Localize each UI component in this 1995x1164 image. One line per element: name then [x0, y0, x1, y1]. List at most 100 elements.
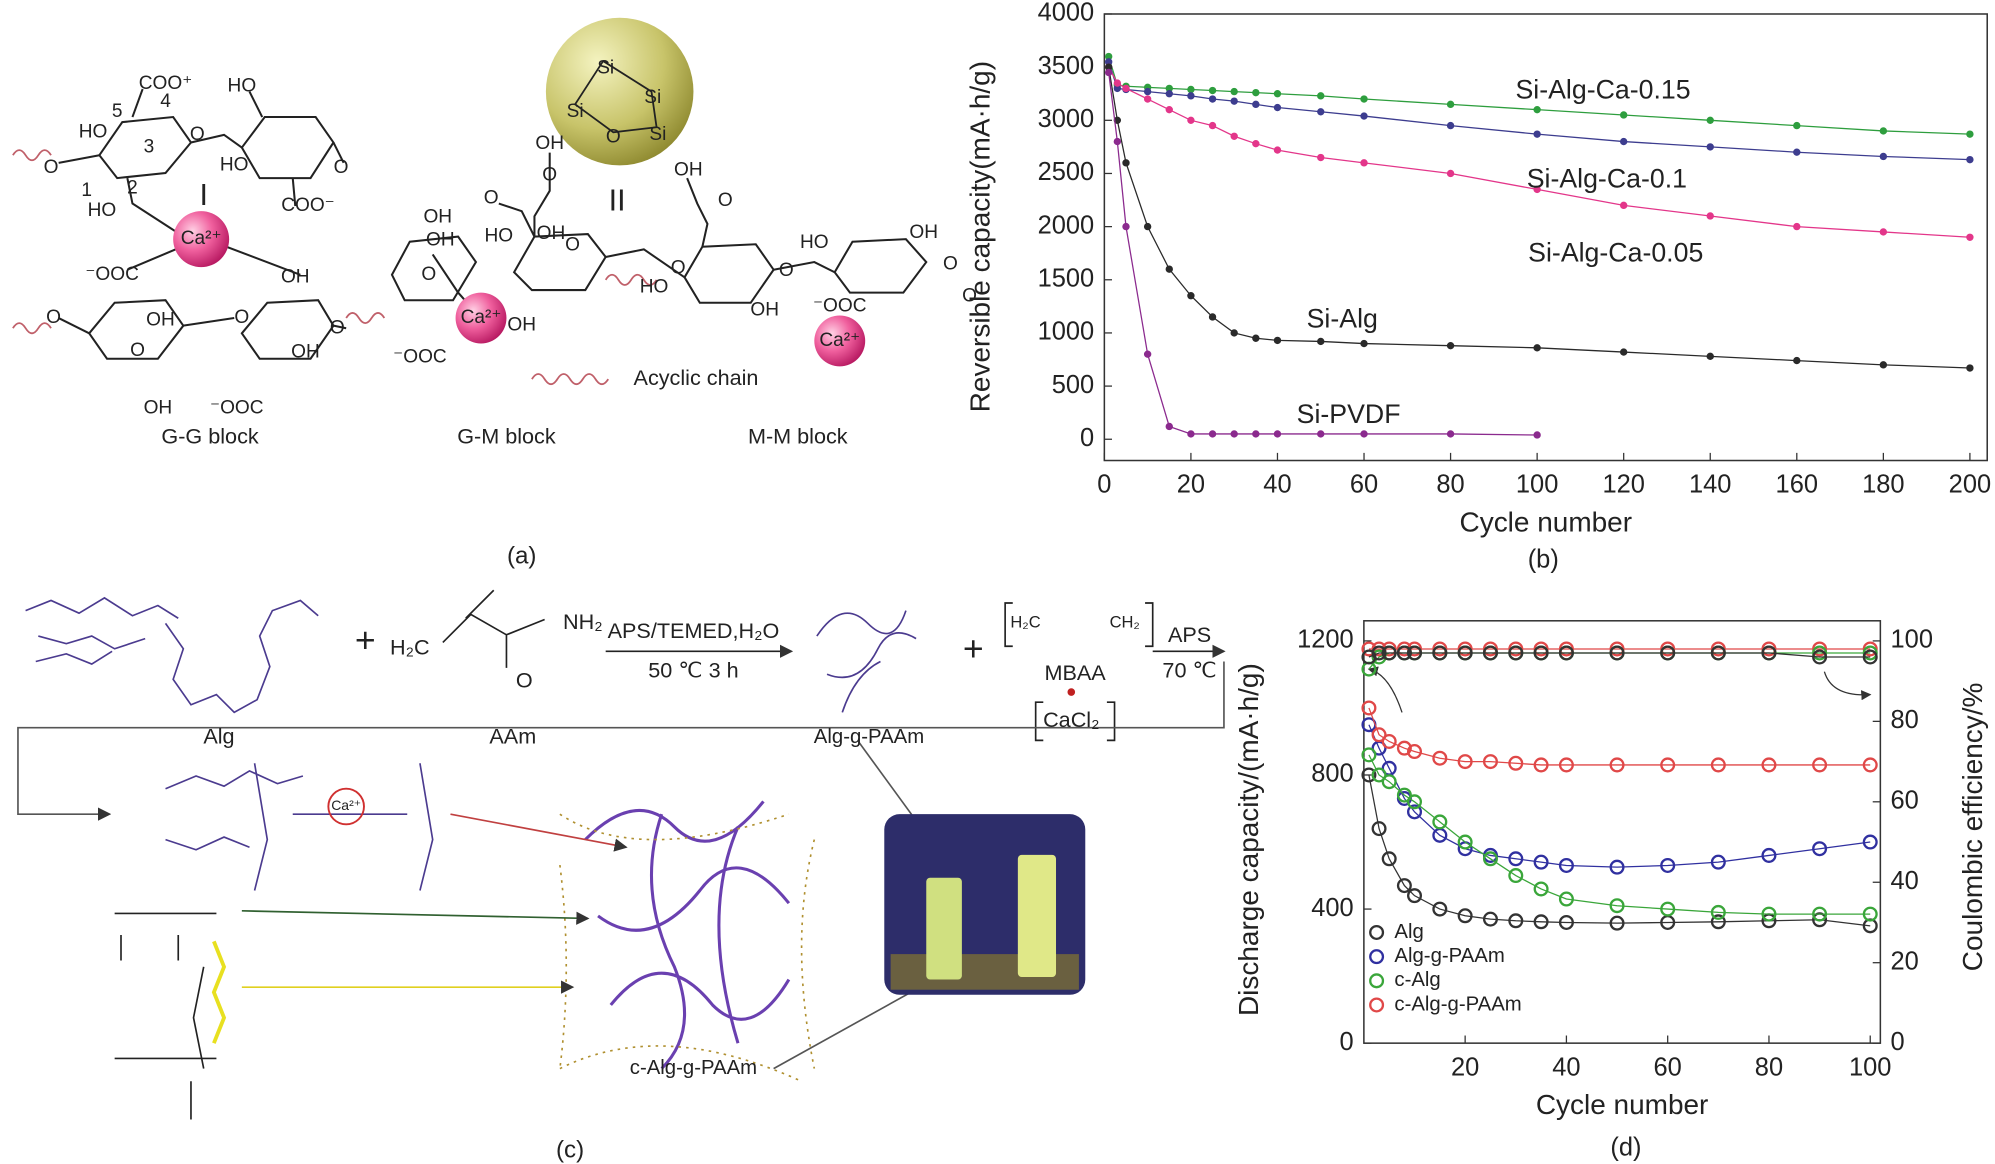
- data-point: [1793, 148, 1801, 156]
- structure-label: HO: [800, 232, 829, 253]
- data-point: [1381, 851, 1397, 867]
- data-point: [1371, 727, 1387, 743]
- catalyst-dot: [1067, 688, 1076, 696]
- data-point: [1122, 222, 1130, 231]
- x-tick-label: 80: [1436, 471, 1464, 499]
- x-tick-label: 60: [1654, 1053, 1682, 1081]
- data-point: [1360, 159, 1368, 167]
- data-point: [1660, 641, 1676, 657]
- structure-label: Acyclic chain: [634, 365, 759, 390]
- structure-label: O: [130, 340, 145, 361]
- structure-label: HO: [228, 76, 257, 97]
- data-point: [1482, 645, 1498, 661]
- data-point: [1879, 152, 1888, 161]
- y2-tick-label: 40: [1891, 867, 1919, 895]
- scheme-label: (c): [556, 1137, 584, 1164]
- x-tick-label: 40: [1552, 1053, 1580, 1081]
- series-line: [1368, 724, 1871, 868]
- roman-label: II: [609, 183, 626, 217]
- structure-label: HO: [220, 154, 249, 175]
- series-label: Si-Alg: [1307, 304, 1378, 334]
- bond: [240, 116, 335, 180]
- scheme-label: CaCl₂: [1043, 707, 1099, 732]
- acyclic-chain: [12, 322, 52, 335]
- bond: [190, 133, 243, 149]
- data-point: [1165, 265, 1173, 273]
- data-point: [1862, 645, 1878, 661]
- bond: [533, 152, 551, 237]
- data-point: [1879, 228, 1888, 236]
- data-point: [1609, 915, 1625, 931]
- legend-label: c-Alg: [1394, 969, 1440, 991]
- structure-label: O: [943, 254, 958, 275]
- scheme-label: MBAA: [1044, 660, 1106, 685]
- x-tick-label: 60: [1350, 471, 1378, 499]
- data-point: [1609, 859, 1625, 875]
- annotation-arrow: [1367, 666, 1403, 713]
- data-point: [1660, 757, 1676, 773]
- si-particle: [545, 17, 694, 166]
- y-tick-label: 4000: [1038, 0, 1095, 27]
- structure-label: O: [421, 264, 436, 285]
- structure-label: OH: [426, 229, 455, 250]
- data-point: [1317, 430, 1325, 438]
- data-point: [1360, 112, 1368, 120]
- data-point: [1761, 645, 1777, 661]
- structure-label: Si: [597, 58, 614, 79]
- data-point: [1396, 740, 1412, 756]
- data-point: [1862, 834, 1878, 850]
- data-point: [1208, 313, 1217, 321]
- data-point: [1533, 854, 1549, 870]
- bond: [498, 202, 536, 238]
- data-point: [1122, 84, 1130, 93]
- structure-label: COO⁺: [139, 73, 193, 94]
- bond: [126, 177, 177, 233]
- y-tick-label: 3000: [1038, 105, 1095, 133]
- structure-label: O: [671, 257, 686, 278]
- data-point: [1609, 757, 1625, 773]
- structure-label: (a): [507, 543, 537, 570]
- structure-label: O: [234, 307, 249, 328]
- data-point: [1879, 361, 1888, 369]
- structure-label: OH: [909, 222, 938, 243]
- data-point: [1273, 430, 1282, 438]
- bond: [773, 260, 836, 274]
- acyclic-chain: [345, 312, 386, 324]
- data-point: [1761, 641, 1777, 657]
- structure-label: HO: [88, 200, 117, 221]
- y-tick-label: 1200: [1297, 626, 1354, 654]
- data-point: [1446, 169, 1455, 178]
- structure-label: Si: [644, 87, 661, 108]
- series-label: Si-Alg-Ca-0.1: [1527, 164, 1687, 194]
- data-point: [1710, 854, 1726, 870]
- data-point: [1533, 881, 1549, 897]
- data-point: [1317, 92, 1325, 100]
- data-point: [1361, 767, 1377, 783]
- data-point: [1317, 153, 1325, 162]
- x-axis-title: Cycle number: [1460, 507, 1633, 538]
- data-point: [1482, 911, 1498, 927]
- data-point: [1812, 757, 1828, 773]
- data-point: [1360, 95, 1368, 103]
- structure-label: O: [484, 187, 499, 208]
- data-point: [1533, 641, 1549, 657]
- y-tick-label: 800: [1311, 760, 1353, 788]
- data-point: [1558, 891, 1574, 907]
- data-point: [1187, 430, 1195, 438]
- data-point: [1966, 233, 1974, 241]
- scheme-label: H₂C: [1010, 613, 1040, 632]
- data-point: [1360, 430, 1368, 438]
- data-point: [1113, 116, 1122, 124]
- scheme-label: APS: [1168, 622, 1211, 647]
- data-point: [1273, 336, 1282, 345]
- structure-label: ⁻OOC: [85, 264, 139, 285]
- data-point: [1208, 95, 1217, 103]
- structure-label: O: [330, 317, 345, 338]
- bond: [131, 88, 144, 118]
- structure-label: 1: [81, 180, 92, 201]
- y-axis-title: Reversible capacity(mA·h/g): [965, 61, 996, 412]
- data-point: [1879, 127, 1888, 135]
- structure-label: Ca²⁺: [181, 228, 222, 249]
- structure-label: O: [190, 124, 205, 145]
- structure-label: Si: [649, 124, 666, 145]
